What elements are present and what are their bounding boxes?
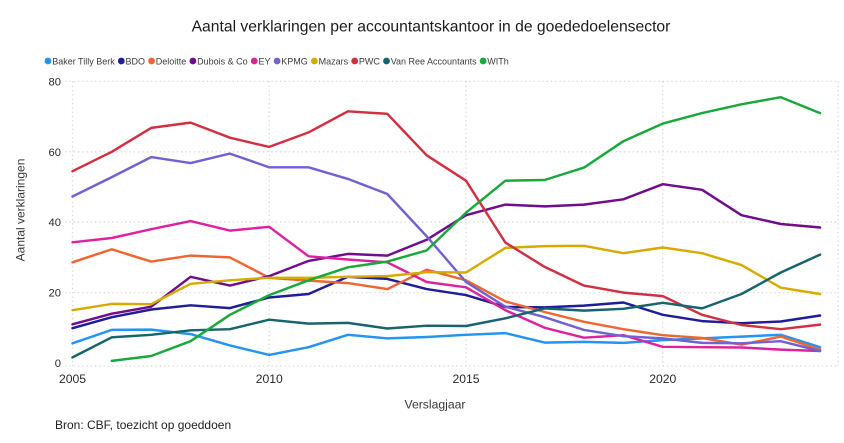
svg-text:Baker Tilly Berk: Baker Tilly Berk (52, 56, 115, 66)
svg-text:Deloitte: Deloitte (156, 56, 187, 66)
svg-text:2005: 2005 (59, 372, 86, 386)
svg-text:BDO: BDO (126, 56, 146, 66)
svg-text:Van Ree Accountants: Van Ree Accountants (391, 56, 477, 66)
svg-text:EY: EY (259, 56, 271, 66)
svg-text:60: 60 (49, 147, 61, 159)
svg-text:Aantal verklaringen: Aantal verklaringen (14, 159, 28, 262)
svg-text:Bron: CBF, toezicht op goeddoe: Bron: CBF, toezicht op goeddoen (55, 418, 231, 432)
svg-text:Aantal verklaringen per accoun: Aantal verklaringen per accountantskanto… (192, 19, 671, 36)
svg-text:Dubois & Co: Dubois & Co (197, 56, 248, 66)
svg-text:80: 80 (49, 76, 61, 88)
svg-text:0: 0 (55, 358, 61, 370)
svg-text:20: 20 (49, 288, 61, 300)
svg-text:PWC: PWC (359, 56, 380, 66)
svg-text:Mazars: Mazars (319, 56, 349, 66)
svg-text:KPMG: KPMG (281, 56, 308, 66)
svg-text:2015: 2015 (452, 372, 479, 386)
svg-text:WITh: WITh (487, 56, 509, 66)
svg-text:2010: 2010 (256, 372, 283, 386)
svg-text:2020: 2020 (649, 372, 676, 386)
svg-text:40: 40 (49, 217, 61, 229)
svg-text:Verslagjaar: Verslagjaar (405, 397, 466, 411)
